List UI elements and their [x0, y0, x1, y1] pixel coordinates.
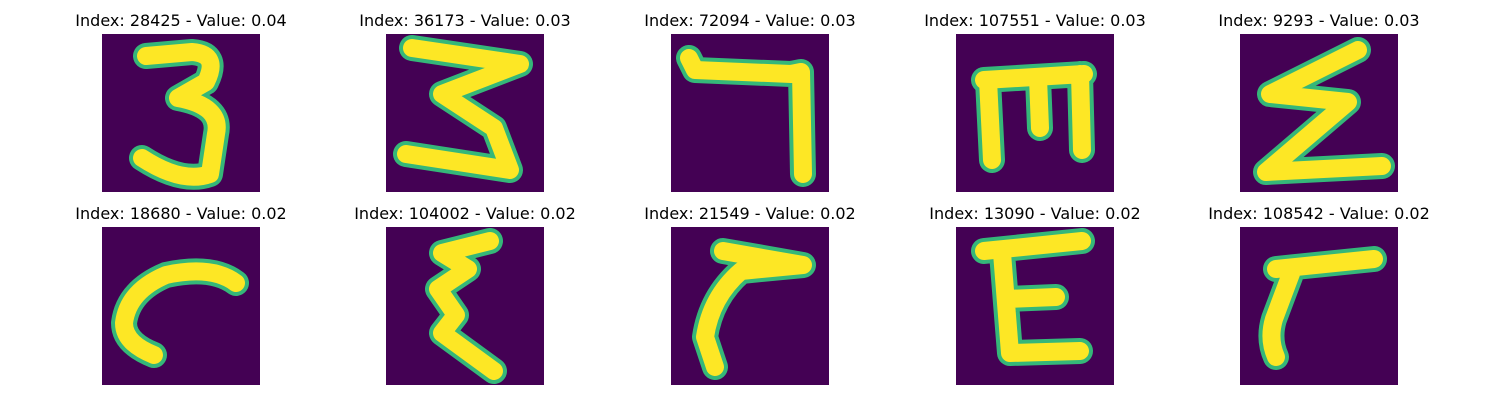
digit-3-glyph: [102, 34, 260, 192]
panel-title: Index: 9293 - Value: 0.03: [1218, 11, 1420, 30]
digit-7-curved-glyph: [671, 227, 829, 385]
letter-m-rotated-glyph: [956, 34, 1114, 192]
panel-title: Index: 72094 - Value: 0.03: [644, 11, 856, 30]
character-image: [671, 227, 829, 385]
panel-title: Index: 21549 - Value: 0.02: [644, 204, 856, 223]
digit-3-reversed-glyph: [386, 227, 544, 385]
digit-7-glyph: [671, 34, 829, 192]
character-image: [1240, 34, 1398, 192]
character-image: [671, 34, 829, 192]
panel-title: Index: 28425 - Value: 0.04: [75, 11, 287, 30]
panel-title: Index: 36173 - Value: 0.03: [359, 11, 571, 30]
panel-title: Index: 18680 - Value: 0.02: [75, 204, 287, 223]
panel-title: Index: 104002 - Value: 0.02: [354, 204, 576, 223]
image-panel-3: Index: 72094 - Value: 0.03: [607, 11, 893, 192]
image-panel-2: Index: 36173 - Value: 0.03: [322, 11, 608, 192]
digit-3-slanted-glyph: [386, 34, 544, 192]
image-panel-5: Index: 9293 - Value: 0.03: [1176, 11, 1462, 192]
digit-7-thick-glyph: [1240, 227, 1398, 385]
image-panel-1: Index: 28425 - Value: 0.04: [38, 11, 324, 192]
character-image: [102, 34, 260, 192]
panel-title: Index: 13090 - Value: 0.02: [929, 204, 1141, 223]
image-panel-4: Index: 107551 - Value: 0.03: [892, 11, 1178, 192]
character-image: [956, 34, 1114, 192]
image-panel-8: Index: 21549 - Value: 0.02: [607, 204, 893, 385]
letter-z-glyph: [1240, 34, 1398, 192]
character-image: [386, 34, 544, 192]
image-panel-6: Index: 18680 - Value: 0.02: [38, 204, 324, 385]
hook-stroke-glyph: [102, 227, 260, 385]
character-image: [1240, 227, 1398, 385]
image-panel-10: Index: 108542 - Value: 0.02: [1176, 204, 1462, 385]
panel-title: Index: 108542 - Value: 0.02: [1208, 204, 1430, 223]
panel-title: Index: 107551 - Value: 0.03: [924, 11, 1146, 30]
character-image: [956, 227, 1114, 385]
image-panel-7: Index: 104002 - Value: 0.02: [322, 204, 608, 385]
character-image: [386, 227, 544, 385]
image-panel-9: Index: 13090 - Value: 0.02: [892, 204, 1178, 385]
character-image: [102, 227, 260, 385]
letter-e-glyph: [956, 227, 1114, 385]
